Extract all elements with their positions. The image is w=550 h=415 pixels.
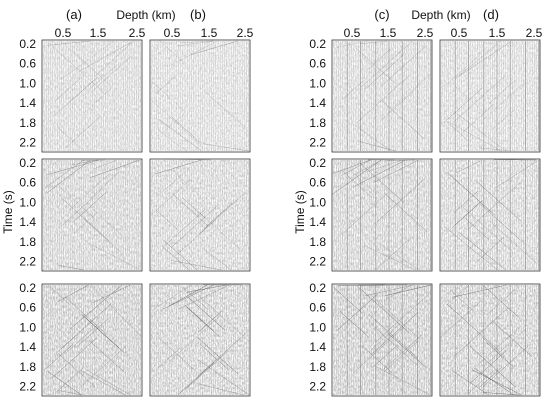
depth-tick-a-2: 1.5 [90,26,107,40]
time-tick-label: 1.4 [19,340,36,354]
panel-label-b: (b) [190,7,206,22]
noise-texture [151,41,249,151]
noise-texture [333,41,431,151]
panel-label-a: (a) [66,7,82,22]
depth-axis-label-left: Depth (km) [116,8,175,22]
time-tick-label: 1.0 [19,320,36,334]
time-tick-label: 0.2 [19,281,36,295]
depth-tick-a-3: 2.5 [129,26,146,40]
noise-texture [43,41,141,151]
time-tick-label: 0.6 [309,301,326,315]
time-tick-label: 1.0 [19,76,36,90]
seismic-panel-d-row-1 [439,39,541,153]
time-tick-label: 1.0 [309,195,326,209]
time-tick-label: 2.2 [309,136,326,150]
time-tick-label: 1.4 [19,215,36,229]
noise-texture [151,285,249,395]
seismic-panel-a-row-3 [41,283,143,397]
seismic-panel-a-row-2 [41,158,143,272]
time-tick-label: 0.6 [19,57,36,71]
time-tick-label: 0.6 [19,176,36,190]
time-tick-label: 1.4 [309,96,326,110]
seismic-panel-b-row-1 [149,39,251,153]
noise-texture [441,41,539,151]
panel-label-d: (d) [483,7,499,22]
seismic-panel-c-row-2 [331,158,433,272]
depth-tick-c-1: 0.5 [344,26,361,40]
time-tick-label: 0.6 [309,176,326,190]
time-tick-label: 1.8 [309,235,326,249]
time-tick-label: 1.8 [19,235,36,249]
time-tick-label: 2.2 [19,136,36,150]
noise-texture [151,160,249,270]
time-tick-label: 1.8 [19,116,36,130]
seismic-panel-b-row-2 [149,158,251,272]
time-tick-label: 1.0 [309,320,326,334]
time-tick-label: 0.2 [309,281,326,295]
time-tick-label: 0.6 [309,57,326,71]
noise-texture [441,160,539,270]
time-tick-label: 0.2 [309,37,326,51]
time-tick-label: 2.2 [309,255,326,269]
time-tick-label: 1.8 [309,360,326,374]
seismic-panel-d-row-2 [439,158,541,272]
noise-texture [333,160,431,270]
time-tick-label: 1.4 [19,96,36,110]
seismic-panel-c-row-3 [331,283,433,397]
time-tick-label: 1.4 [309,215,326,229]
time-tick-label: 2.2 [19,380,36,394]
time-axis-label-right: Time (s) [293,190,307,234]
panel-grid [41,39,541,397]
depth-tick-a-1: 0.5 [55,26,72,40]
time-tick-label: 1.8 [19,360,36,374]
depth-tick-c-3: 2.5 [417,26,434,40]
time-tick-label: 1.0 [309,76,326,90]
time-tick-label: 1.8 [309,116,326,130]
wave-event [165,158,211,161]
depth-tick-d-2: 1.5 [489,26,506,40]
seismic-panel-b-row-3 [149,283,251,397]
time-tick-label: 2.2 [19,255,36,269]
time-axis-label-left: Time (s) [1,190,15,234]
depth-tick-d-1: 0.5 [451,26,468,40]
depth-tick-d-3: 2.5 [526,26,543,40]
noise-texture [441,285,539,395]
noise-texture [333,285,431,395]
time-tick-labels: 0.2 0.6 1.0 1.4 1.8 2.2 0.2 0.6 1.0 1.4 1.8 2.2 0.2 0… [19,37,326,394]
depth-tick-b-3: 2.5 [237,26,254,40]
time-tick-label: 0.2 [19,156,36,170]
time-tick-label: 1.0 [19,195,36,209]
depth-axis-label-right: Depth (km) [411,8,470,22]
depth-tick-b-2: 1.5 [201,26,218,40]
depth-tick-c-2: 1.5 [380,26,397,40]
time-tick-label: 0.6 [19,301,36,315]
seismic-panel-c-row-1 [331,39,433,153]
seismic-panel-d-row-3 [439,283,541,397]
noise-texture [43,285,141,395]
time-tick-label: 0.2 [309,156,326,170]
panel-label-c: (c) [374,7,389,22]
time-tick-label: 1.4 [309,340,326,354]
depth-tick-b-1: 0.5 [164,26,181,40]
time-tick-label: 0.2 [19,37,36,51]
noise-texture [43,160,141,270]
seismic-panel-a-row-1 [41,39,143,153]
time-tick-label: 2.2 [309,380,326,394]
